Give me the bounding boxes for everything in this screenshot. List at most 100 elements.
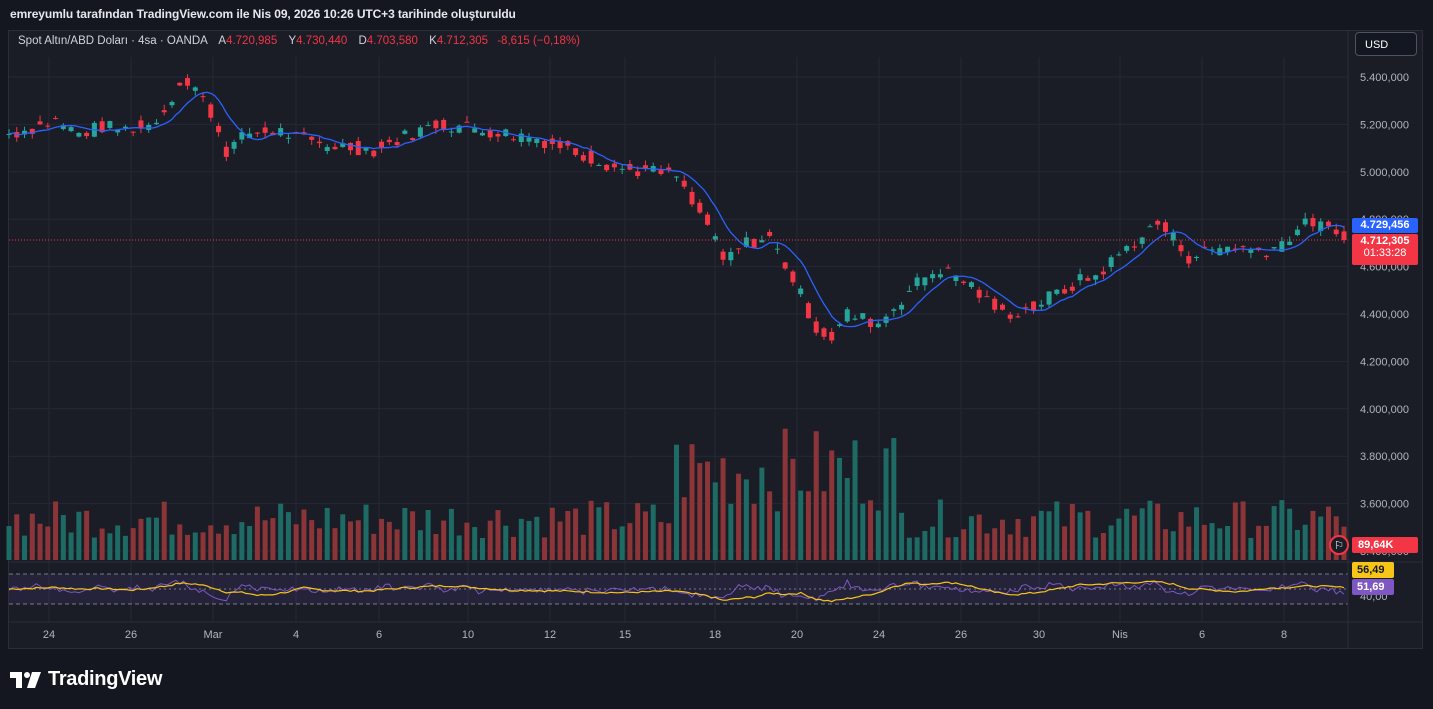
volume-bar [1186,526,1192,560]
volume-bar [968,516,974,560]
volume-bar [883,448,889,560]
volume-bar [169,534,175,560]
volume-bar [223,525,229,560]
volume-bar [1240,501,1246,560]
currency-button[interactable]: USD [1355,32,1417,56]
tradingview-logo-icon [10,671,41,688]
volume-bar [1007,534,1013,560]
x-axis-tick: Mar [204,629,223,641]
volume-bar [503,525,509,560]
candle-body [999,304,1005,310]
candle-body [185,78,191,86]
candle-body [433,120,439,129]
open-value: 4.720,985 [226,35,278,47]
candle-body [1108,257,1114,267]
candle-body [487,130,493,138]
volume-bar [1178,512,1184,560]
candle-body [441,119,447,130]
symbol-name[interactable]: Spot Altın/ABD Doları · 4sa · OANDA [18,35,208,47]
candle-body [53,118,59,120]
chart-layer: 5.400,0005.200,0005.000,0004.800,0004.60… [6,31,1422,648]
candle-body [891,309,897,311]
volume-bar [60,515,66,560]
volume-bar [1248,537,1254,560]
candle-body [1007,314,1013,319]
candle-body [1263,255,1269,258]
candle-body [107,121,113,128]
candle-body [6,134,12,136]
volume-bar [604,502,610,560]
volume-bar [402,507,408,560]
candle-body [1271,247,1277,249]
volume-bar [1031,516,1037,560]
candle-body [153,122,159,125]
volume-bar [448,508,454,560]
candle-body [1155,220,1161,225]
volume-bar [177,524,183,560]
candle-body [348,142,354,151]
candle-body [192,87,198,91]
candle-body [604,164,610,171]
volume-flag-icon[interactable]: ⚐ [1329,535,1349,555]
candle-body [658,170,664,174]
y-axis-tick: 4.000,000 [1360,404,1409,416]
last-price-value: 4.712,305 [1360,235,1410,247]
candle-body [945,267,951,269]
volume-bar [130,528,136,560]
high-value: 4.730,440 [296,35,348,47]
tradingview-brand[interactable]: TradingView [10,668,162,691]
candle-body [642,165,648,169]
x-axis-tick: 24 [43,629,55,641]
candle-body [456,125,462,133]
candle-body [410,138,416,141]
candle-body [332,146,338,150]
candle-body [1279,241,1285,252]
candle-body [868,318,874,328]
volume-value-tag: 89,64K [1352,537,1418,553]
x-axis-tick: 8 [1281,629,1287,641]
volume-bar [534,516,540,560]
volume-bar [573,508,579,560]
volume-bar [115,525,121,560]
symbol-legend[interactable]: Spot Altın/ABD Doları · 4sa · OANDA A4.7… [18,35,580,47]
candle-body [1031,301,1037,311]
volume-bar [930,526,936,560]
volume-bar [425,509,431,560]
volume-bar [945,537,951,560]
volume-bar [262,520,268,560]
volume-bar [728,503,734,560]
candle-body [200,96,206,98]
volume-bar [611,529,617,560]
x-axis-tick: 20 [791,629,803,641]
volume-bar [309,520,315,560]
y-axis-tick: 3.600,000 [1360,499,1409,511]
candle-body [526,137,532,142]
candle-body [844,309,850,322]
candle-body [1069,286,1075,291]
candle-body [860,313,866,319]
volume-bar [293,524,299,560]
candle-body [1023,307,1029,309]
volume-bar [348,521,354,560]
volume-bar [208,525,214,560]
volume-bar [433,534,439,560]
x-axis-tick: 10 [462,629,474,641]
candle-body [1139,237,1145,244]
volume-bar [1209,523,1215,560]
volume-bar [689,444,695,560]
candle-body [386,139,392,143]
candle-body [324,147,330,152]
volume-bar [355,520,361,560]
volume-bar [84,510,90,560]
volume-bar [278,503,284,560]
volume-bar [961,529,967,560]
volume-bar [557,521,563,560]
candle-body [712,236,718,240]
volume-bar [1023,536,1029,560]
volume-bar [1310,510,1316,560]
volume-bar [650,504,656,560]
volume-bar [565,511,571,560]
volume-bar [1038,510,1044,560]
candle-body [340,143,346,147]
